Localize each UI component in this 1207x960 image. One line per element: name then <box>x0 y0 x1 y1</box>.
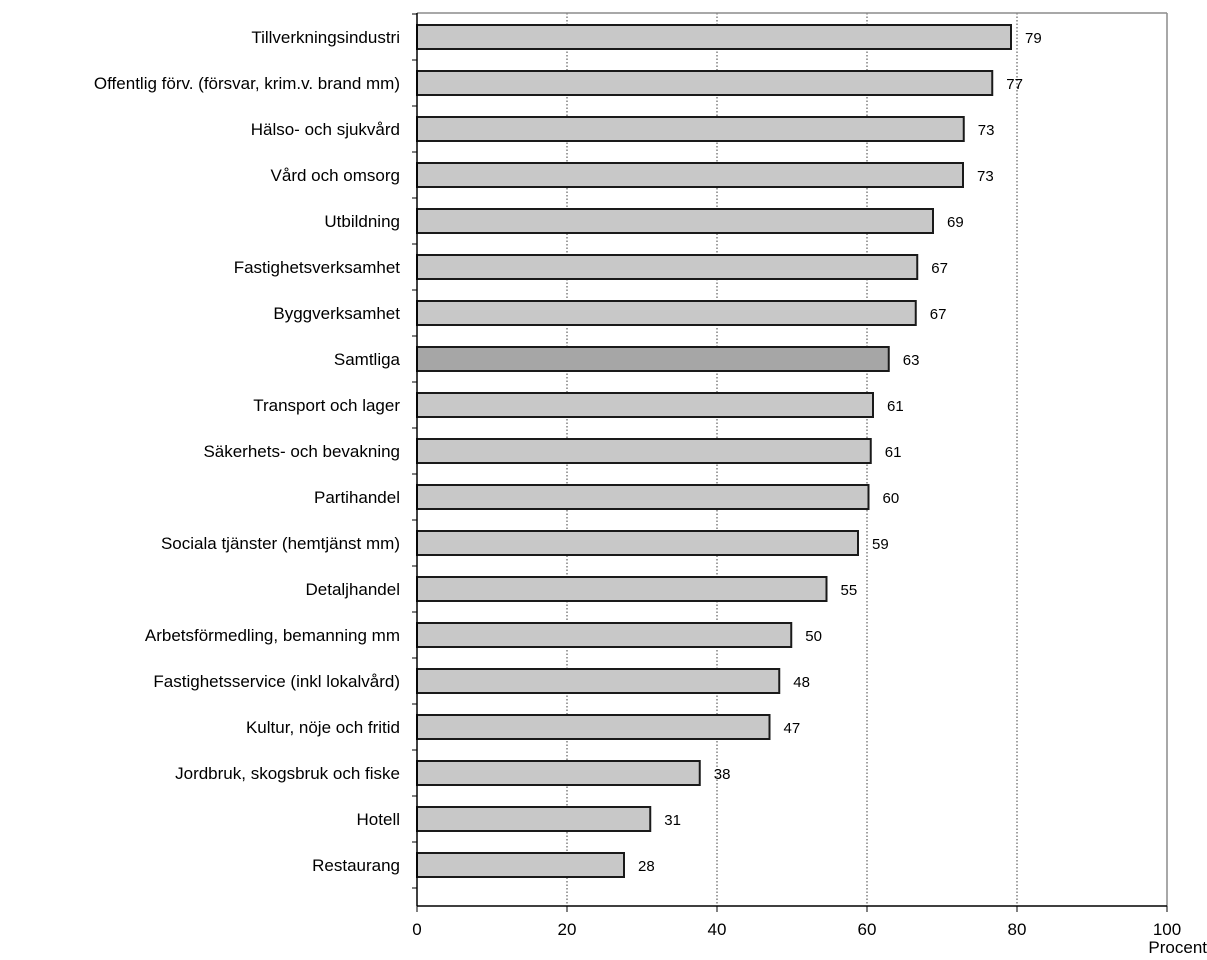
bar-3 <box>416 162 964 188</box>
x-tick-label-0: 0 <box>412 920 421 939</box>
category-label-2: Hälso- och sjukvård <box>251 120 400 139</box>
category-label-14: Fastighetsservice (inkl lokalvård) <box>153 672 400 691</box>
bar-13 <box>416 622 793 648</box>
category-label-16: Jordbruk, skogsbruk och fiske <box>175 764 400 783</box>
x-tick-label-100: 100 <box>1153 920 1181 939</box>
value-label-8: 61 <box>887 398 904 415</box>
bar-6 <box>416 300 917 326</box>
category-label-11: Sociala tjänster (hemtjänst mm) <box>161 534 400 553</box>
category-label-12: Detaljhandel <box>305 580 400 599</box>
x-axis-ticks: 0 20 40 60 80 100 <box>412 906 1181 939</box>
bar-7 <box>416 346 890 372</box>
bar-2 <box>416 116 965 142</box>
category-label-3: Vård och omsorg <box>271 166 400 185</box>
value-label-4: 69 <box>947 214 964 231</box>
x-tick-label-60: 60 <box>858 920 877 939</box>
value-label-15: 47 <box>784 720 801 737</box>
bar-8 <box>416 392 874 418</box>
category-label-5: Fastighetsverksamhet <box>234 258 401 277</box>
bar-4 <box>416 208 934 234</box>
category-labels: Tillverkningsindustri Offentlig förv. (fö… <box>94 28 401 875</box>
value-label-12: 55 <box>841 582 858 599</box>
bars <box>416 24 1012 878</box>
bar-1 <box>416 70 994 96</box>
bar-15 <box>416 714 771 740</box>
value-labels: 79 77 73 73 69 67 67 63 61 61 60 59 55 50 48 47 38 31 28 <box>638 30 1042 875</box>
bar-18 <box>416 852 625 878</box>
value-label-6: 67 <box>930 306 947 323</box>
bar-16 <box>416 760 701 786</box>
value-label-2: 73 <box>978 122 995 139</box>
bar-0 <box>416 24 1012 50</box>
category-label-4: Utbildning <box>324 212 400 231</box>
value-label-11: 59 <box>872 536 889 553</box>
bar-5 <box>416 254 919 280</box>
value-label-16: 38 <box>714 766 731 783</box>
bar-14 <box>416 668 781 694</box>
plot-frame <box>412 12 1168 907</box>
x-tick-label-20: 20 <box>558 920 577 939</box>
value-label-1: 77 <box>1006 76 1023 93</box>
category-label-7: Samtliga <box>334 350 401 369</box>
bar-17 <box>416 806 652 832</box>
bar-10 <box>416 484 870 510</box>
category-label-18: Restaurang <box>312 856 400 875</box>
value-label-0: 79 <box>1025 30 1042 47</box>
value-label-13: 50 <box>805 628 822 645</box>
x-tick-label-80: 80 <box>1008 920 1027 939</box>
value-label-3: 73 <box>977 168 994 185</box>
value-label-9: 61 <box>885 444 902 461</box>
bar-9 <box>416 438 872 464</box>
category-label-9: Säkerhets- och bevakning <box>203 442 400 461</box>
bar-12 <box>416 576 828 602</box>
value-label-10: 60 <box>883 490 900 507</box>
category-label-17: Hotell <box>357 810 400 829</box>
value-label-5: 67 <box>931 260 948 277</box>
category-label-1: Offentlig förv. (försvar, krim.v. brand … <box>94 74 400 93</box>
category-label-13: Arbetsförmedling, bemanning mm <box>145 626 400 645</box>
category-label-15: Kultur, nöje och fritid <box>246 718 400 737</box>
value-label-18: 28 <box>638 858 655 875</box>
x-axis-label: Procent <box>1148 938 1207 957</box>
bar-11 <box>416 530 859 556</box>
value-label-7: 63 <box>903 352 920 369</box>
category-label-0: Tillverkningsindustri <box>251 28 400 47</box>
category-label-8: Transport och lager <box>253 396 400 415</box>
x-tick-label-40: 40 <box>708 920 727 939</box>
value-label-17: 31 <box>664 812 681 829</box>
category-label-6: Byggverksamhet <box>273 304 400 323</box>
category-label-10: Partihandel <box>314 488 400 507</box>
value-label-14: 48 <box>793 674 810 691</box>
